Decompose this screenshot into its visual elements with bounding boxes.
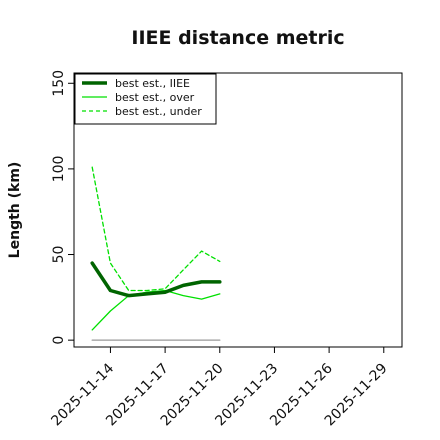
series-line-0 [90,261,222,298]
legend-label: best est., over [115,91,195,104]
y-tick-label: 150 [51,70,67,97]
series-line-1 [91,289,221,331]
plot-area [73,72,403,348]
legend-label: best est., under [115,105,202,118]
series-layer [90,166,222,341]
y-tick-label: 100 [51,156,67,183]
y-tick-label: 50 [51,246,67,264]
chart-title: IIEE distance metric [131,27,344,49]
y-axis-label: Length (km) [7,162,23,259]
y-tick-label: 0 [51,336,67,345]
y-axis: 0 50 100 150 [51,70,74,345]
legend-label: best est., IIEE [115,77,190,90]
x-axis: 2025-11-142025-11-172025-11-202025-11-23… [48,347,391,429]
series-line-2 [91,166,221,292]
